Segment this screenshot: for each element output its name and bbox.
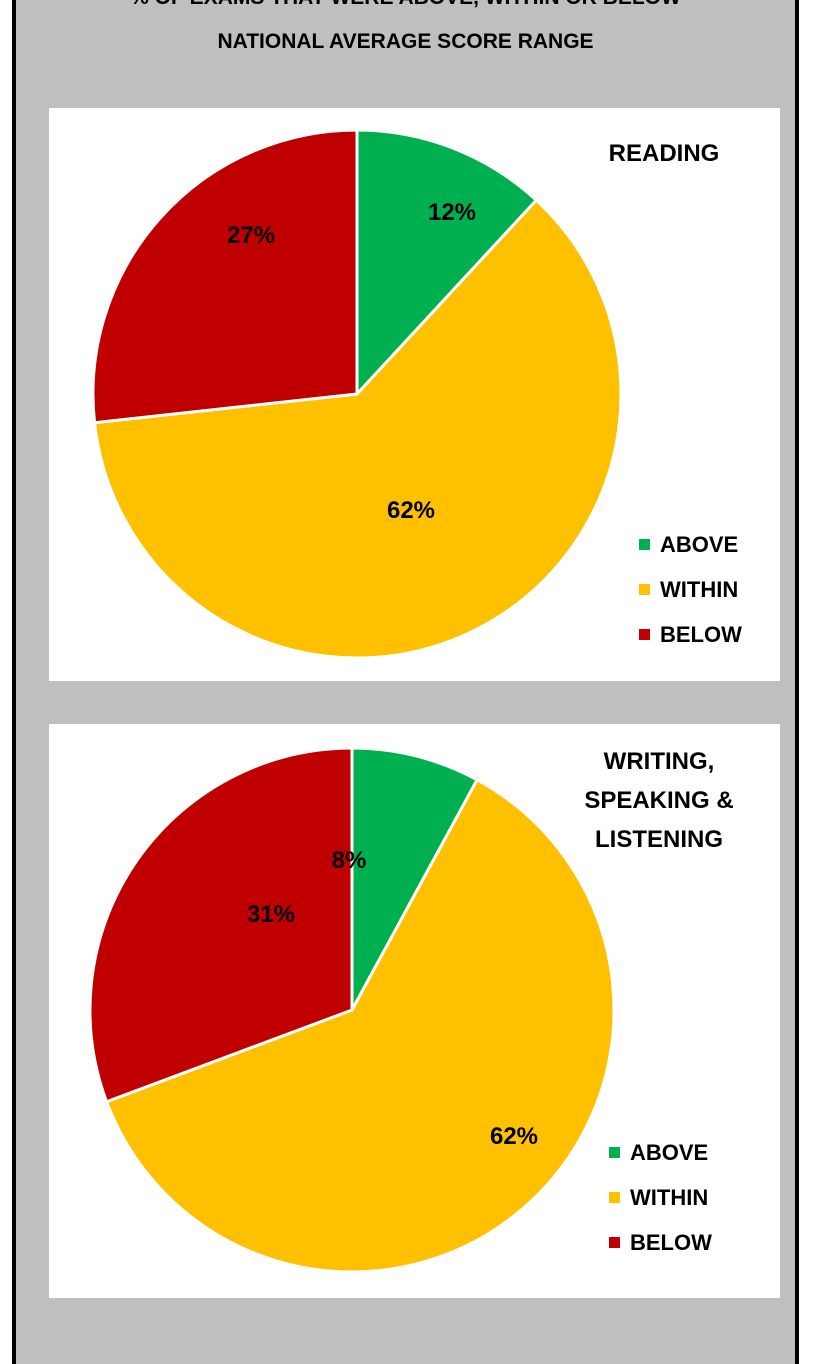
legend-swatch-within xyxy=(609,1192,620,1203)
reading-chart-panel: 12% 62% 27% READING ABOVE WITHIN BELOW xyxy=(49,108,780,681)
pie-slice-below xyxy=(91,128,359,425)
writing-pie-chart: 8% 62% 31% xyxy=(88,746,616,1274)
slice-label-within: 62% xyxy=(387,497,435,524)
legend-label-above: ABOVE xyxy=(660,531,739,557)
legend-item-above: ABOVE xyxy=(609,1130,712,1175)
reading-chart-title: READING xyxy=(608,140,720,167)
page-title: % OF EXAMS THAT WERE ABOVE, WITHIN OR BE… xyxy=(16,0,795,64)
page-title-line-2: NATIONAL AVERAGE SCORE RANGE xyxy=(217,30,594,53)
pie-slice-within xyxy=(104,777,616,1274)
slice-label-above: 8% xyxy=(332,847,367,874)
writing-speaking-listening-chart-panel: 8% 62% 31% WRITING, SPEAKING & LISTENING A… xyxy=(49,724,780,1298)
legend-item-within: WITHIN xyxy=(639,567,742,612)
reading-pie-chart: 12% 62% 27% xyxy=(91,128,623,660)
slice-label-below: 27% xyxy=(227,222,275,249)
pie-slice-within xyxy=(92,198,623,660)
slice-label-below: 31% xyxy=(247,901,295,928)
legend-label-within: WITHIN xyxy=(630,1184,709,1210)
legend-item-above: ABOVE xyxy=(639,522,742,567)
legend-label-above: ABOVE xyxy=(630,1139,709,1165)
legend-item-below: BELOW xyxy=(609,1220,712,1265)
legend-label-below: BELOW xyxy=(630,1229,712,1255)
writing-chart-title-line-1: WRITING, xyxy=(603,748,715,775)
writing-chart-title-line-3: LISTENING xyxy=(594,826,723,853)
reading-legend: ABOVE WITHIN BELOW xyxy=(639,522,742,657)
writing-legend: ABOVE WITHIN BELOW xyxy=(609,1130,712,1265)
legend-label-below: BELOW xyxy=(660,621,742,647)
legend-item-below: BELOW xyxy=(639,612,742,657)
legend-swatch-below xyxy=(609,1237,620,1248)
pie-slice-below xyxy=(88,746,354,1104)
writing-chart-title: WRITING, SPEAKING & LISTENING xyxy=(574,742,744,859)
legend-swatch-within xyxy=(639,584,650,595)
chart-frame: % OF EXAMS THAT WERE ABOVE, WITHIN OR BE… xyxy=(12,0,799,1364)
pie-slice-above xyxy=(355,128,539,398)
legend-label-within: WITHIN xyxy=(660,576,739,602)
writing-chart-title-line-2: SPEAKING & xyxy=(584,787,734,814)
legend-item-within: WITHIN xyxy=(609,1175,712,1220)
legend-swatch-above xyxy=(609,1147,620,1158)
page-title-line-1: % OF EXAMS THAT WERE ABOVE, WITHIN OR BE… xyxy=(16,0,795,20)
slice-label-within: 62% xyxy=(490,1123,538,1150)
slice-label-above: 12% xyxy=(428,199,476,226)
pie-slice-above xyxy=(350,746,480,1011)
legend-swatch-above xyxy=(639,539,650,550)
legend-swatch-below xyxy=(639,629,650,640)
